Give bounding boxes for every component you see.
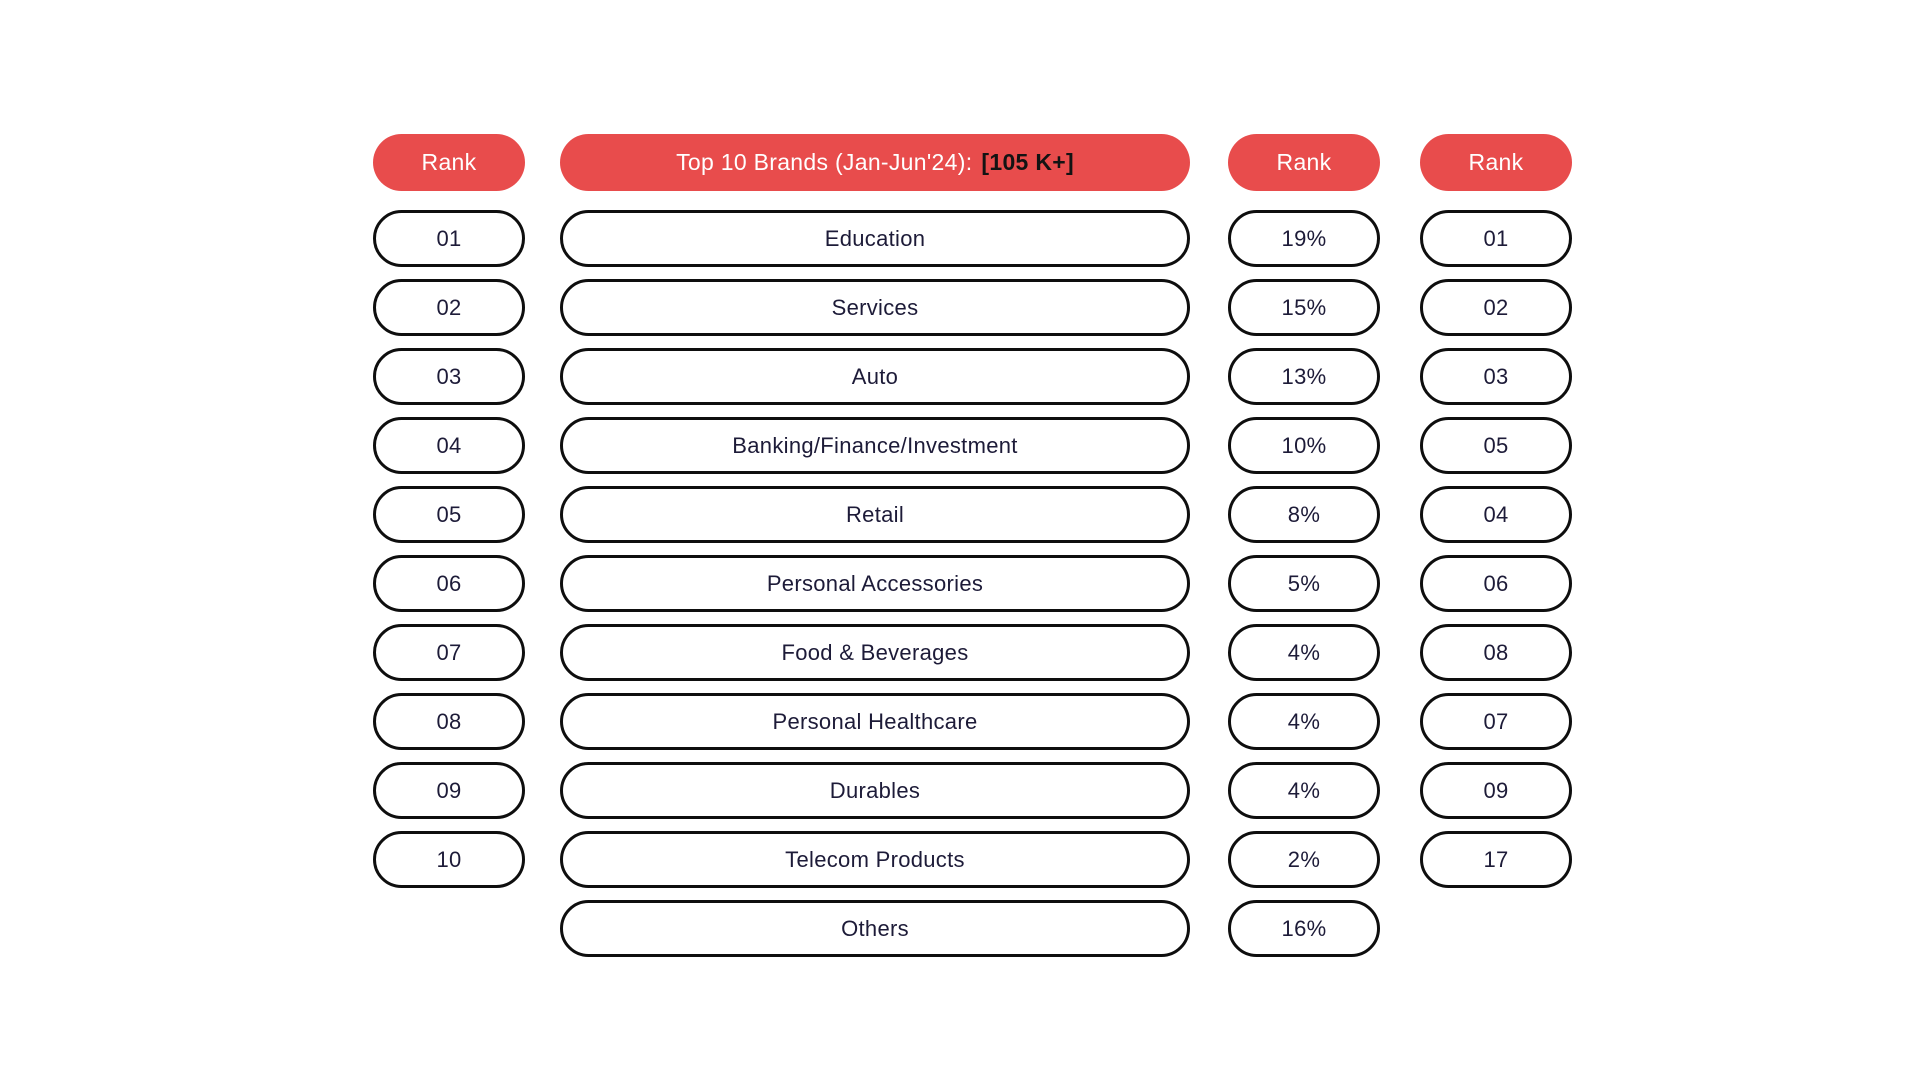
column-rank-left: Rank 01 02 03 04 05 06 07 08 09 10 bbox=[373, 134, 525, 888]
header-rank-left: Rank bbox=[373, 134, 525, 191]
brands-count-badge: [105 K+] bbox=[981, 149, 1074, 175]
brand-cell-retail: Retail bbox=[560, 486, 1190, 543]
header-brands: Top 10 Brands (Jan-Jun'24): [105 K+] bbox=[560, 134, 1190, 191]
rank-left-cell-3: 03 bbox=[373, 348, 525, 405]
rank-left-cell-10: 10 bbox=[373, 831, 525, 888]
rank-right-cell-4: 05 bbox=[1420, 417, 1572, 474]
rank-right-cell-1: 01 bbox=[1420, 210, 1572, 267]
rank-left-cell-2: 02 bbox=[373, 279, 525, 336]
share-cell-9: 4% bbox=[1228, 762, 1380, 819]
rank-left-cell-1: 01 bbox=[373, 210, 525, 267]
header-rank-right: Rank bbox=[1420, 134, 1572, 191]
header-rank-share: Rank bbox=[1228, 134, 1380, 191]
share-cell-4: 10% bbox=[1228, 417, 1380, 474]
column-brands: Top 10 Brands (Jan-Jun'24): [105 K+] Edu… bbox=[560, 134, 1190, 957]
rank-left-cell-5: 05 bbox=[373, 486, 525, 543]
rank-left-cell-6: 06 bbox=[373, 555, 525, 612]
brand-cell-auto: Auto bbox=[560, 348, 1190, 405]
rank-right-cell-10: 17 bbox=[1420, 831, 1572, 888]
brand-cell-others: Others bbox=[560, 900, 1190, 957]
share-cell-11: 16% bbox=[1228, 900, 1380, 957]
share-cell-10: 2% bbox=[1228, 831, 1380, 888]
brand-cell-personal-healthcare: Personal Healthcare bbox=[560, 693, 1190, 750]
brand-cell-education: Education bbox=[560, 210, 1190, 267]
column-share: Rank 19% 15% 13% 10% 8% 5% 4% 4% 4% 2% 1… bbox=[1228, 134, 1380, 957]
rank-left-cell-9: 09 bbox=[373, 762, 525, 819]
column-rank-right: Rank 01 02 03 05 04 06 08 07 09 17 bbox=[1420, 134, 1572, 888]
brand-cell-banking: Banking/Finance/Investment bbox=[560, 417, 1190, 474]
brands-title-text: Top 10 Brands (Jan-Jun'24): bbox=[676, 149, 973, 175]
brand-cell-durables: Durables bbox=[560, 762, 1190, 819]
brand-cell-services: Services bbox=[560, 279, 1190, 336]
brand-cell-food-beverages: Food & Beverages bbox=[560, 624, 1190, 681]
rank-right-cell-8: 07 bbox=[1420, 693, 1572, 750]
rank-right-cell-3: 03 bbox=[1420, 348, 1572, 405]
share-cell-8: 4% bbox=[1228, 693, 1380, 750]
share-cell-7: 4% bbox=[1228, 624, 1380, 681]
rank-right-cell-5: 04 bbox=[1420, 486, 1572, 543]
share-cell-3: 13% bbox=[1228, 348, 1380, 405]
rank-left-cell-8: 08 bbox=[373, 693, 525, 750]
rank-right-cell-6: 06 bbox=[1420, 555, 1572, 612]
rank-left-cell-7: 07 bbox=[373, 624, 525, 681]
share-cell-1: 19% bbox=[1228, 210, 1380, 267]
rank-right-cell-2: 02 bbox=[1420, 279, 1572, 336]
share-cell-2: 15% bbox=[1228, 279, 1380, 336]
share-cell-6: 5% bbox=[1228, 555, 1380, 612]
rank-right-cell-9: 09 bbox=[1420, 762, 1572, 819]
rank-right-cell-7: 08 bbox=[1420, 624, 1572, 681]
brand-cell-telecom-products: Telecom Products bbox=[560, 831, 1190, 888]
rank-left-cell-4: 04 bbox=[373, 417, 525, 474]
share-cell-5: 8% bbox=[1228, 486, 1380, 543]
brand-cell-personal-accessories: Personal Accessories bbox=[560, 555, 1190, 612]
